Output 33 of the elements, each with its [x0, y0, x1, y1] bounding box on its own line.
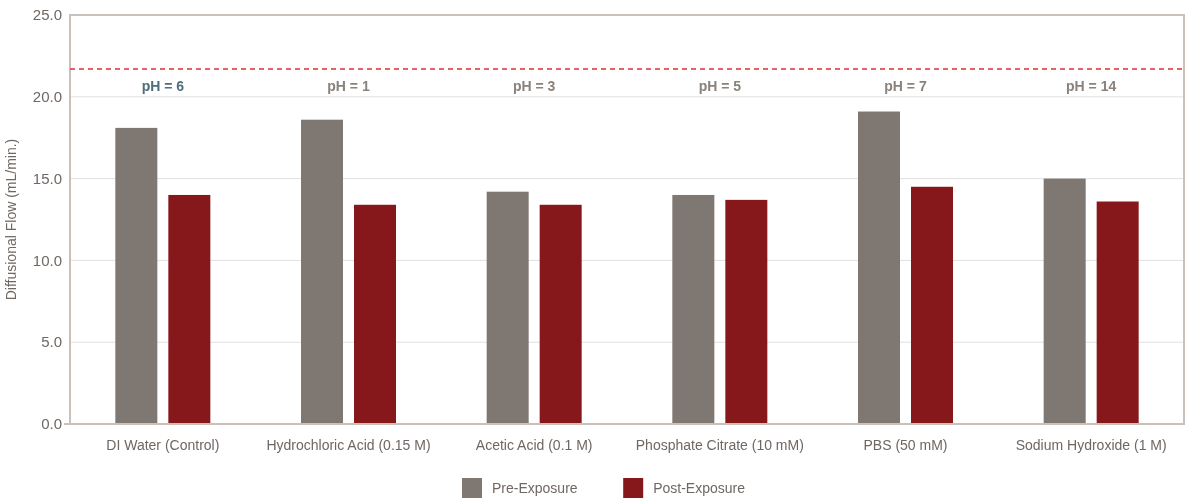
y-tick-label: 25.0: [32, 6, 62, 24]
y-tick-label: 0.0: [41, 415, 62, 433]
annotation: pH = 3: [512, 78, 556, 94]
annotation: pH = 14: [1066, 78, 1117, 94]
bar: [301, 119, 343, 424]
annotation: pH = 1: [327, 78, 370, 94]
annotation: pH = 6: [141, 78, 185, 94]
x-tick-label: Acetic Acid (0.1 M): [475, 437, 593, 453]
y-tick-label: 20.0: [32, 88, 62, 106]
y-tick-label: 5.0: [41, 333, 62, 351]
bar: [168, 194, 211, 424]
bar: [539, 204, 582, 424]
x-tick-label: PBS (50 mM): [863, 437, 948, 453]
bar: [115, 127, 158, 424]
y-tick-label: 15.0: [32, 169, 62, 187]
legend-label: Pre-Exposure: [492, 479, 578, 496]
bar: [1043, 178, 1086, 424]
annotation: pH = 7: [884, 78, 927, 94]
bar: [725, 199, 768, 424]
legend-label: Post-Exposure: [653, 479, 746, 496]
bar: [858, 111, 900, 424]
annotation: pH = 5: [698, 78, 742, 94]
bar: [911, 186, 953, 424]
x-tick-label: Phosphate Citrate (10 mM): [635, 437, 804, 453]
y-axis-title: Diffusional Flow (mL/min.): [3, 138, 19, 301]
y-tick-label: 10.0: [32, 251, 62, 269]
x-tick-label: DI Water (Control): [106, 437, 220, 453]
bar: [672, 194, 715, 424]
bar: [354, 204, 396, 424]
x-tick-label: Sodium Hydroxide (1 M): [1015, 437, 1167, 453]
bar: [1096, 201, 1139, 424]
x-tick-label: Hydrochloric Acid (0.15 M): [266, 437, 431, 453]
bar: [486, 191, 529, 424]
